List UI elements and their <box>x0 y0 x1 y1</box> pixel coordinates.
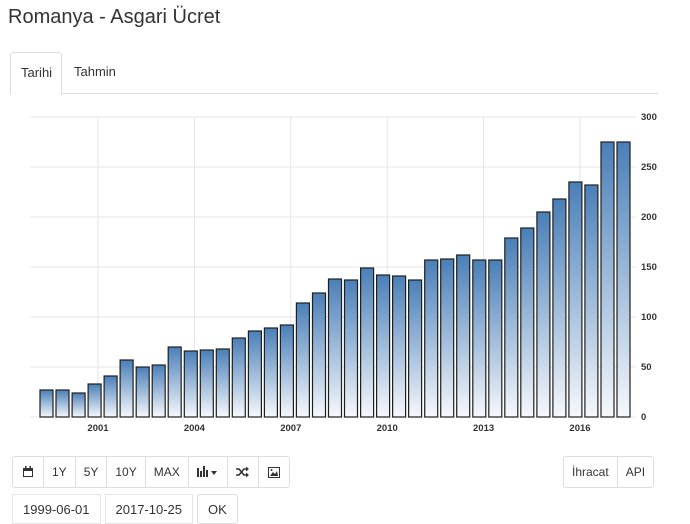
chart-bar[interactable] <box>408 279 423 418</box>
chart-bar[interactable] <box>151 364 166 418</box>
chart-bar[interactable] <box>167 346 182 418</box>
chart-bar[interactable] <box>119 359 134 418</box>
shuffle-icon[interactable] <box>226 456 259 488</box>
chart-bar[interactable] <box>103 375 118 418</box>
y-tick-label: 300 <box>641 112 657 123</box>
image-icon[interactable] <box>257 456 290 488</box>
date-range: 1999-06-01 2017-10-25 OK <box>12 494 238 524</box>
bar-chart: 0 50 100 150 200 250 300 2001 2004 2007 2010 2013 2… <box>0 100 690 445</box>
range-max-button[interactable]: MAX <box>144 456 189 488</box>
ok-button[interactable]: OK <box>197 494 238 524</box>
chart-bar[interactable] <box>504 237 519 418</box>
chart-bar[interactable] <box>440 258 455 418</box>
chart-bar[interactable] <box>39 389 54 418</box>
chart-bar[interactable] <box>231 337 246 418</box>
chart-bar[interactable] <box>343 279 359 418</box>
y-axis-ticks: 0 50 100 150 200 250 300 <box>641 112 657 423</box>
y-tick-label: 0 <box>641 412 646 423</box>
chart-bar[interactable] <box>424 259 439 418</box>
start-date-input[interactable]: 1999-06-01 <box>12 494 101 524</box>
x-tick-label: 2007 <box>280 423 301 434</box>
chart-bar[interactable] <box>183 350 198 418</box>
chart-bar[interactable] <box>311 292 327 418</box>
chart-bar[interactable] <box>135 366 150 418</box>
chart-bar[interactable] <box>552 198 567 418</box>
export-toolbar: İhracat API <box>563 456 655 488</box>
range-1y-button[interactable]: 1Y <box>43 456 76 488</box>
page-title: Romanya - Asgari Ücret <box>8 6 221 28</box>
chart-bar[interactable] <box>376 274 391 418</box>
tab-forecast[interactable]: Tahmin <box>74 64 116 79</box>
x-tick-label: 2004 <box>184 423 206 434</box>
x-tick-label: 2016 <box>569 423 590 434</box>
y-tick-label: 100 <box>641 312 657 323</box>
chart-bar[interactable] <box>392 275 407 418</box>
end-date-input[interactable]: 2017-10-25 <box>104 494 193 524</box>
range-10y-button[interactable]: 10Y <box>106 456 146 488</box>
export-button[interactable]: İhracat <box>563 456 618 488</box>
y-tick-label: 250 <box>641 162 657 173</box>
chart-bar[interactable] <box>327 278 343 418</box>
api-button[interactable]: API <box>616 456 655 488</box>
chart-bar[interactable] <box>472 259 487 418</box>
chart-toolbar: 1Y 5Y 10Y MAX <box>12 456 290 488</box>
chart-bar[interactable] <box>360 267 375 418</box>
chart-bar[interactable] <box>600 141 615 418</box>
chart-bars <box>39 141 631 418</box>
chart-bar[interactable] <box>247 330 262 418</box>
chart-bar[interactable] <box>488 259 503 418</box>
x-axis-ticks: 2001 2004 2007 2010 2013 2016 <box>87 423 590 434</box>
y-tick-label: 150 <box>641 262 657 273</box>
chart-bar[interactable] <box>87 383 102 418</box>
chart-bar[interactable] <box>71 392 86 418</box>
chart-bar[interactable] <box>215 348 230 418</box>
chart-bar[interactable] <box>263 327 278 418</box>
chart-bar[interactable] <box>295 302 310 418</box>
range-5y-button[interactable]: 5Y <box>74 456 108 488</box>
chart-bar[interactable] <box>568 181 583 418</box>
chart-bar[interactable] <box>616 141 631 418</box>
chart-bar[interactable] <box>55 389 70 418</box>
x-tick-label: 2001 <box>87 423 109 434</box>
y-tick-label: 50 <box>641 362 652 373</box>
x-tick-label: 2010 <box>377 423 398 434</box>
calendar-icon[interactable] <box>12 456 44 488</box>
y-tick-label: 200 <box>641 212 657 223</box>
chart-bar[interactable] <box>584 184 599 418</box>
tab-historical[interactable]: Tarihi <box>10 52 62 95</box>
tab-bar: Tarihi Tahmin <box>10 52 658 95</box>
chart-bar[interactable] <box>456 254 471 418</box>
chart-bar[interactable] <box>199 349 214 418</box>
chart-bar[interactable] <box>536 211 551 418</box>
x-tick-label: 2013 <box>473 423 494 434</box>
chart-bar[interactable] <box>520 227 535 418</box>
bar-chart-dropdown-icon[interactable] <box>187 456 228 488</box>
chart-bar[interactable] <box>279 324 294 418</box>
